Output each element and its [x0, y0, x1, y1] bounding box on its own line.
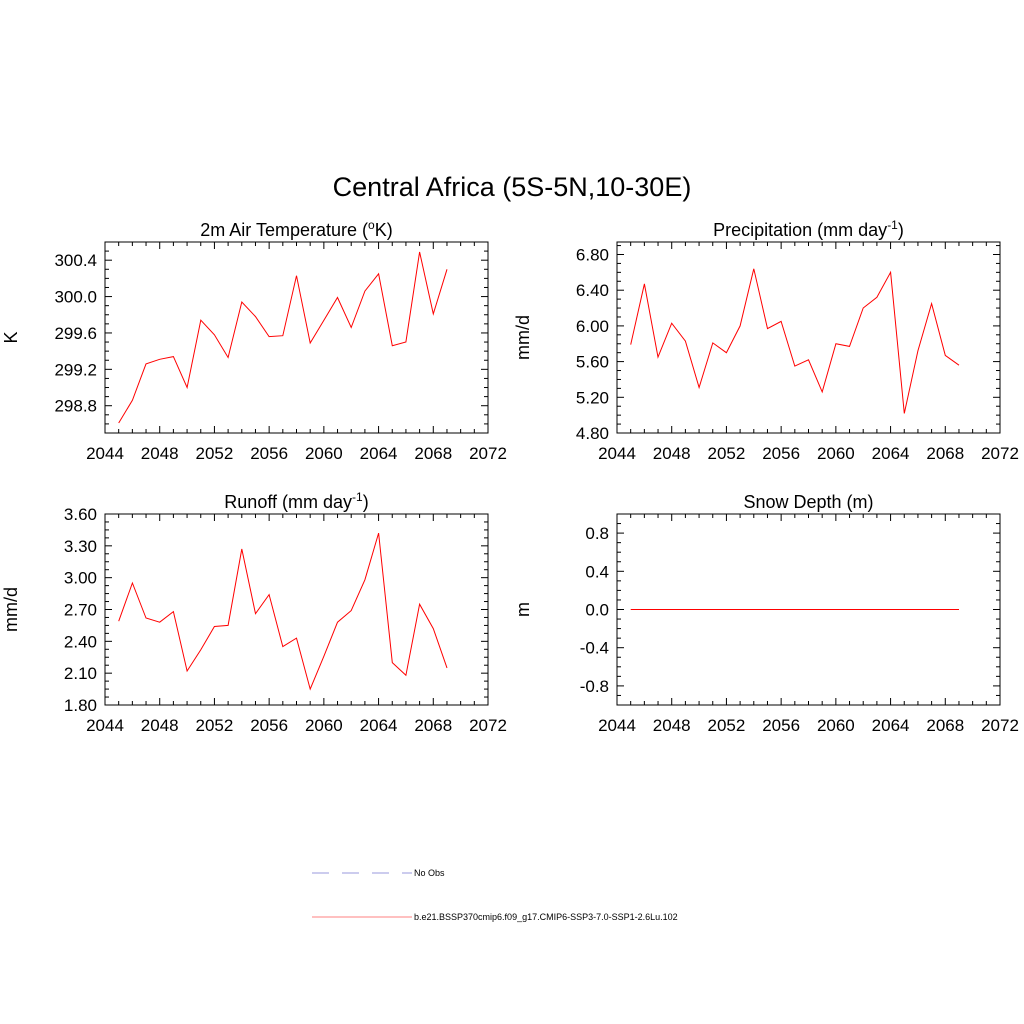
plot-frame [104, 241, 489, 434]
x-tick-label: 2060 [817, 444, 855, 463]
x-axis: 2044 2048 2052 2056 2060 2064 2068 2072 [86, 242, 507, 463]
x-tick-label: 2048 [653, 444, 691, 463]
x-tick-label: 2064 [872, 444, 910, 463]
panel-title: Runoff (mm day-1) [224, 490, 368, 512]
y-tick-label: 3.00 [64, 569, 97, 588]
y-axis-label: mm/d [1, 587, 21, 632]
x-axis: 2044 2048 2052 2056 2060 2064 2068 2072 [598, 242, 1019, 463]
x-tick-label: 2064 [360, 716, 398, 735]
panel-title-superscript: -1 [887, 218, 898, 232]
panel-title-text: Snow Depth (m) [743, 492, 873, 512]
x-tick-label: 2064 [360, 444, 398, 463]
plot-frame [616, 241, 1001, 434]
x-tick-label: 2052 [708, 716, 746, 735]
y-tick-label: 300.0 [54, 288, 97, 307]
y-axis: 1.80 2.10 2.40 2.70 3.00 3.30 3.60 [64, 505, 488, 715]
y-tick-label: 0.8 [585, 524, 609, 543]
series-line [630, 268, 960, 414]
panel-title-superscript: -1 [352, 490, 363, 504]
legend-entry: No Obs [312, 868, 445, 878]
panel-title-suffix: K) [375, 220, 393, 240]
y-axis: 4.80 5.20 5.60 6.00 6.40 6.80 [576, 245, 1000, 443]
y-tick-label: 0.4 [585, 562, 609, 581]
y-tick-label: -0.4 [580, 639, 609, 658]
x-tick-label: 2052 [196, 716, 234, 735]
y-tick-label: 6.80 [576, 245, 609, 264]
y-tick-label: 2.70 [64, 601, 97, 620]
y-tick-label: 2.40 [64, 632, 97, 651]
panel-title-text: 2m Air Temperature ( [200, 220, 368, 240]
x-tick-label: 2060 [817, 716, 855, 735]
y-tick-label: 5.20 [576, 388, 609, 407]
y-tick-label: 299.2 [54, 360, 97, 379]
panels: 2m Air Temperature (oK) K 2044 2048 2052 2056… [1, 218, 1019, 735]
panel-1: 2m Air Temperature (oK) K 2044 2048 2052 2056… [1, 218, 507, 463]
x-tick-label: 2068 [926, 716, 964, 735]
y-tick-label: 3.30 [64, 537, 97, 556]
y-tick-label: 3.60 [64, 505, 97, 524]
x-tick-label: 2064 [872, 716, 910, 735]
x-tick-label: 2052 [196, 444, 234, 463]
x-tick-label: 2052 [708, 444, 746, 463]
x-axis: 2044 2048 2052 2056 2060 2064 2068 2072 [598, 514, 1019, 735]
panel-title-text: Precipitation (mm day [713, 220, 887, 240]
x-tick-label: 2060 [305, 444, 343, 463]
panel-title-suffix: ) [363, 492, 369, 512]
series-line [118, 251, 448, 424]
y-axis-label: m [513, 602, 533, 617]
panel-title-suffix: ) [898, 220, 904, 240]
x-tick-label: 2044 [598, 716, 636, 735]
x-tick-label: 2044 [598, 444, 636, 463]
panel-3: Runoff (mm day-1) mm/d 2044 2048 2052 2056 206… [1, 490, 507, 735]
panel-title: Snow Depth (m) [743, 492, 873, 512]
y-tick-label: 6.00 [576, 317, 609, 336]
y-tick-label: 6.40 [576, 281, 609, 300]
x-tick-label: 2060 [305, 716, 343, 735]
panel-title-superscript: o [368, 218, 375, 232]
y-tick-label: 5.60 [576, 353, 609, 372]
y-tick-label: 2.10 [64, 664, 97, 683]
x-tick-label: 2044 [86, 444, 124, 463]
legend: No Obs b.e21.BSSP370cmip6.f09_g17.CMIP6-S… [312, 868, 678, 922]
x-tick-label: 2044 [86, 716, 124, 735]
x-tick-label: 2072 [469, 716, 507, 735]
series-line [118, 532, 448, 691]
legend-entry: b.e21.BSSP370cmip6.f09_g17.CMIP6-SSP3-7.… [312, 912, 678, 922]
x-tick-label: 2056 [250, 716, 288, 735]
x-tick-label: 2072 [981, 444, 1019, 463]
panel-title-text: Runoff (mm day [224, 492, 352, 512]
panel-2: Precipitation (mm day-1) mm/d 2044 2048 2052… [513, 218, 1019, 463]
x-tick-label: 2068 [414, 444, 452, 463]
x-tick-label: 2072 [981, 716, 1019, 735]
x-tick-label: 2056 [762, 444, 800, 463]
y-tick-label: 299.6 [54, 324, 97, 343]
y-tick-label: 300.4 [54, 251, 97, 270]
y-axis: -0.8 -0.4 0.0 0.4 0.8 [580, 513, 1000, 706]
x-tick-label: 2048 [141, 716, 179, 735]
x-tick-label: 2056 [250, 444, 288, 463]
legend-label: b.e21.BSSP370cmip6.f09_g17.CMIP6-SSP3-7.… [414, 912, 678, 922]
y-tick-label: 0.0 [585, 601, 609, 620]
y-tick-label: -0.8 [580, 677, 609, 696]
plot-frame [104, 513, 489, 706]
x-tick-label: 2072 [469, 444, 507, 463]
y-tick-label: 298.8 [54, 397, 97, 416]
x-tick-label: 2068 [926, 444, 964, 463]
y-tick-label: 4.80 [576, 424, 609, 443]
x-tick-label: 2056 [762, 716, 800, 735]
x-tick-label: 2048 [653, 716, 691, 735]
panel-title: 2m Air Temperature (oK) [200, 218, 392, 240]
x-tick-label: 2068 [414, 716, 452, 735]
y-axis: 298.8 299.2 299.6 300.0 300.4 [54, 241, 488, 434]
x-tick-label: 2048 [141, 444, 179, 463]
y-axis-label: K [1, 331, 21, 343]
y-axis-label: mm/d [513, 315, 533, 360]
panel-title: Precipitation (mm day-1) [713, 218, 904, 240]
figure-title: Central Africa (5S-5N,10-30E) [333, 172, 692, 202]
x-axis: 2044 2048 2052 2056 2060 2064 2068 2072 [86, 514, 507, 735]
legend-label: No Obs [414, 868, 445, 878]
y-tick-label: 1.80 [64, 696, 97, 715]
